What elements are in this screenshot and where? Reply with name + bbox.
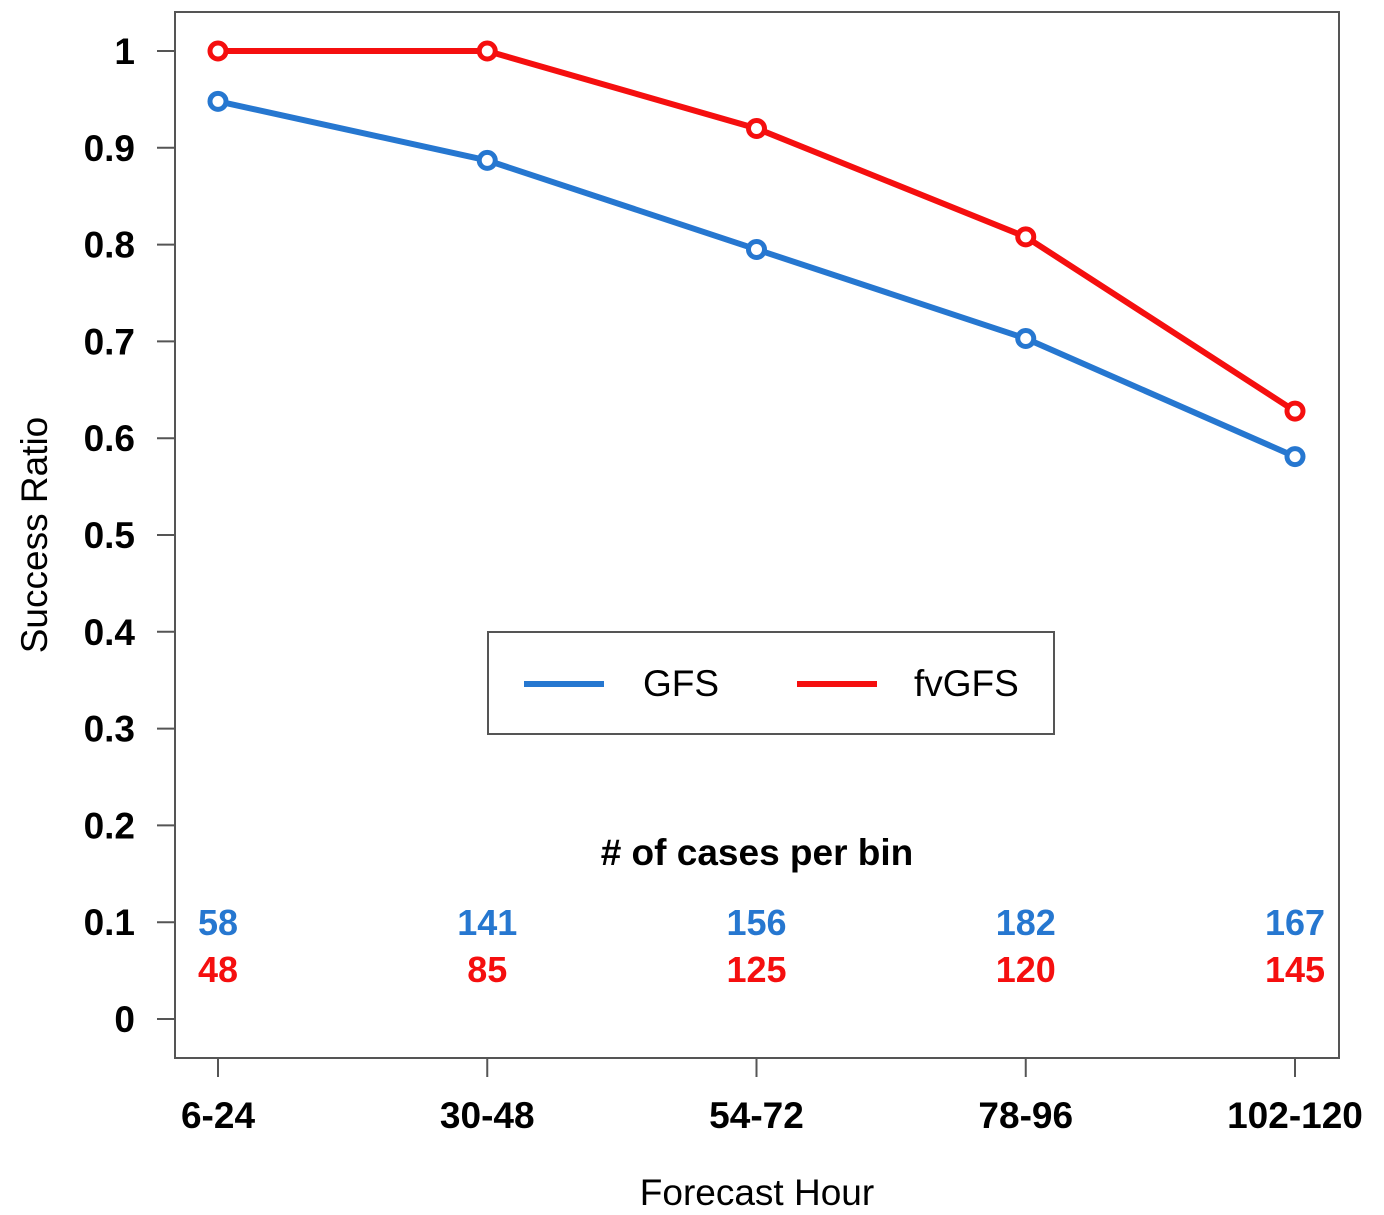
count-label-gfs: 156 [726,902,786,943]
y-tick-label: 0.4 [84,612,136,653]
x-tick-label: 102-120 [1227,1095,1363,1136]
count-label-fvgfs: 125 [726,949,786,990]
y-tick-label: 0.7 [84,321,135,362]
data-point-fvgfs [476,40,498,62]
x-axis: 6-24 30-48 54-72 78-96 102-120 [181,1058,1363,1136]
count-label-gfs: 182 [996,902,1056,943]
series-layer [207,40,1306,468]
y-tick-label: 0.3 [84,709,135,750]
count-label-fvgfs: 48 [198,949,238,990]
data-point-fvgfs [1015,226,1037,248]
series-line-fvgfs [215,48,1298,415]
count-label-gfs: 58 [198,902,238,943]
data-point-gfs [1284,446,1306,468]
y-tick-label: 0.1 [84,902,135,943]
y-tick-label: 0 [114,999,135,1040]
x-tick-label: 6-24 [181,1095,255,1136]
y-axis: 0 0.1 0.2 0.3 0.4 0.5 0.6 0.7 0.8 0.9 1 [84,31,175,1040]
y-tick-label: 0.9 [84,128,135,169]
y-tick-label: 0.6 [84,418,135,459]
legend: GFS fvGFS [487,631,1055,735]
count-labels: 58 141 156 182 167 48 85 125 120 145 [198,902,1325,990]
x-tick-label: 78-96 [978,1095,1073,1136]
data-point-fvgfs [207,40,229,62]
data-point-fvgfs [746,117,767,139]
data-point-gfs [1015,327,1037,349]
count-label-fvgfs: 85 [467,949,507,990]
y-tick-label: 0.8 [84,225,135,266]
legend-label-gfs: GFS [643,663,719,704]
series-line-gfs [215,98,1298,460]
data-point-gfs [207,90,229,112]
y-tick-label: 0.5 [84,515,135,556]
count-label-gfs: 167 [1265,902,1325,943]
x-tick-label: 30-48 [440,1095,535,1136]
count-label-fvgfs: 120 [996,949,1056,990]
legend-label-fvgfs: fvGFS [914,663,1019,704]
count-label-gfs: 141 [457,902,517,943]
data-point-gfs [476,149,498,171]
y-tick-label: 0.2 [84,805,135,846]
data-point-fvgfs [1284,400,1306,422]
count-annotation-title: # of cases per bin [601,832,914,873]
data-point-gfs [746,238,767,260]
y-tick-label: 1 [114,31,135,72]
y-axis-title: Success Ratio [14,417,55,654]
x-tick-label: 54-72 [709,1095,804,1136]
count-label-fvgfs: 145 [1265,949,1325,990]
x-axis-title: Forecast Hour [640,1172,874,1210]
